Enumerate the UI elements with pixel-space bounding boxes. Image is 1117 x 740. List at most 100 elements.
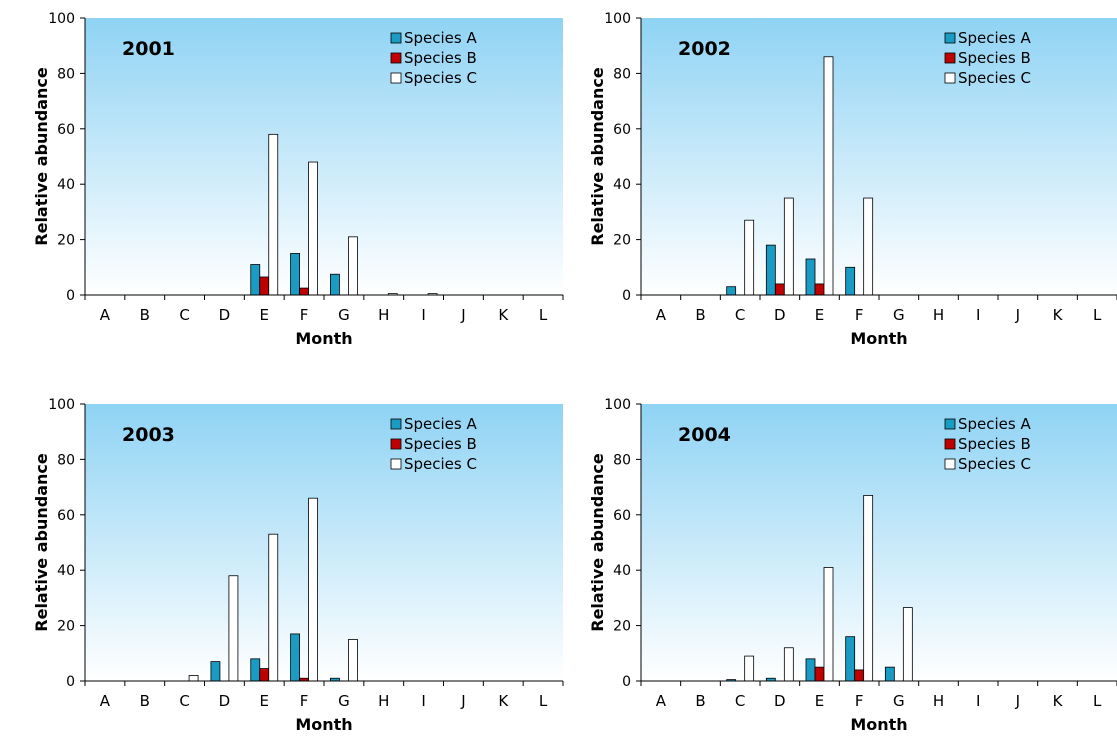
bar-species-c-E [823, 567, 834, 682]
x-axis-title: Month [295, 715, 352, 734]
x-tick-label: E [815, 306, 824, 324]
x-tick-label: C [735, 692, 745, 710]
legend-swatch [944, 418, 956, 430]
bar-species-a-E [805, 258, 816, 296]
legend: Species A Species B Species C [944, 29, 1031, 87]
x-tick-label: K [498, 306, 509, 324]
y-tick-label: 0 [66, 288, 75, 304]
bar-species-c-C [744, 219, 755, 296]
bar-species-a-F [290, 633, 300, 682]
y-axis-title: Relative abundance [32, 453, 51, 632]
legend-label: Species B [404, 49, 477, 67]
x-tick-label: A [656, 306, 667, 324]
x-tick-label: A [100, 306, 111, 324]
bar-species-c-F [308, 161, 318, 296]
bar-species-b-D [774, 283, 785, 296]
legend-label: Species B [958, 435, 1031, 453]
x-tick-label: B [695, 692, 705, 710]
x-tick-label: H [933, 306, 944, 324]
chart-title: 2001 [122, 38, 175, 60]
y-tick-label: 20 [57, 233, 75, 249]
x-tick-label: H [378, 692, 389, 710]
x-tick-label: I [976, 692, 980, 710]
x-tick-label: G [893, 692, 905, 710]
legend: Species A Species B Species C [944, 415, 1031, 473]
x-tick-label: K [1053, 306, 1064, 324]
x-tick-label: B [695, 306, 705, 324]
x-tick-label: I [421, 306, 425, 324]
chart-panel-2003: 0 20 40 60 80 100 A B C D E F G H I J K L Month Relative ab… [32, 397, 564, 734]
chart-panel-2001: 0 20 40 60 80 100 A B C D E F G H I J K L Month Relative ab… [32, 11, 564, 348]
x-tick-label: G [893, 306, 905, 324]
x-tick-label: C [735, 306, 745, 324]
x-tick-label: C [179, 692, 189, 710]
chart-title: 2004 [678, 424, 731, 446]
x-tick-label: H [378, 306, 389, 324]
x-tick-label: H [933, 692, 944, 710]
bar-species-c-C [188, 675, 199, 682]
y-tick-label: 60 [57, 122, 75, 138]
x-tick-label: E [815, 692, 824, 710]
bar-species-b-E [814, 666, 825, 682]
legend-swatch [944, 52, 956, 64]
bar-species-c-E [268, 533, 279, 682]
y-tick-label: 0 [622, 288, 631, 304]
x-tick-label: F [300, 306, 309, 324]
bar-species-c-F [308, 497, 318, 682]
chart-panel-2004: 0 20 40 60 80 100 A B C D E F G H I J K L Month Relative ab… [588, 397, 1117, 734]
bar-species-b-E [814, 283, 825, 296]
x-tick-label: K [1053, 692, 1064, 710]
y-tick-label: 80 [57, 452, 75, 468]
legend-swatch [390, 418, 402, 430]
bar-species-c-G [348, 236, 358, 296]
legend-swatch [390, 438, 402, 450]
bar-species-c-D [783, 197, 794, 296]
bar-species-a-F [290, 253, 300, 296]
y-tick-label: 20 [613, 233, 631, 249]
y-tick-label: 100 [48, 397, 75, 413]
chart-title: 2002 [678, 38, 731, 60]
x-tick-label: E [260, 306, 269, 324]
y-tick-label: 20 [57, 619, 75, 635]
x-axis-title: Month [850, 715, 907, 734]
x-tick-label: J [1015, 692, 1020, 710]
bar-species-a-F [845, 636, 856, 682]
x-axis-title: Month [295, 329, 352, 348]
legend-label: Species C [404, 455, 477, 473]
bar-species-a-E [250, 658, 261, 682]
legend-label: Species C [958, 69, 1031, 87]
y-tick-label: 60 [613, 508, 631, 524]
plot-area [85, 404, 563, 681]
legend-swatch [390, 52, 402, 64]
bar-species-a-C [726, 286, 737, 296]
chart-panel-2002: 0 20 40 60 80 100 A B C D E F G H I J K L Month Relative ab… [588, 11, 1117, 348]
x-tick-label: F [300, 692, 309, 710]
y-tick-label: 100 [48, 11, 75, 27]
x-tick-label: B [140, 692, 150, 710]
y-axis-title: Relative abundance [588, 453, 607, 632]
y-tick-label: 0 [66, 674, 75, 690]
bar-species-b-E [259, 276, 270, 296]
x-tick-label: J [460, 692, 465, 710]
y-tick-label: 40 [613, 563, 631, 579]
y-tick-label: 40 [57, 563, 75, 579]
legend-label: Species A [404, 415, 477, 433]
x-tick-label: F [855, 306, 864, 324]
bar-species-c-F [863, 197, 874, 296]
legend-swatch [944, 72, 956, 84]
legend-label: Species A [958, 29, 1031, 47]
x-tick-label: E [260, 692, 269, 710]
bar-species-c-C [744, 655, 755, 682]
legend: Species A Species B Species C [390, 29, 477, 87]
bar-species-a-D [210, 661, 221, 682]
legend-label: Species B [958, 49, 1031, 67]
legend-swatch [390, 32, 402, 44]
x-tick-label: L [539, 692, 548, 710]
x-tick-label: D [219, 306, 231, 324]
y-tick-label: 20 [613, 619, 631, 635]
x-tick-label: I [421, 692, 425, 710]
x-tick-label: L [1093, 306, 1102, 324]
plot-area [641, 404, 1117, 681]
bar-species-c-D [783, 647, 794, 682]
